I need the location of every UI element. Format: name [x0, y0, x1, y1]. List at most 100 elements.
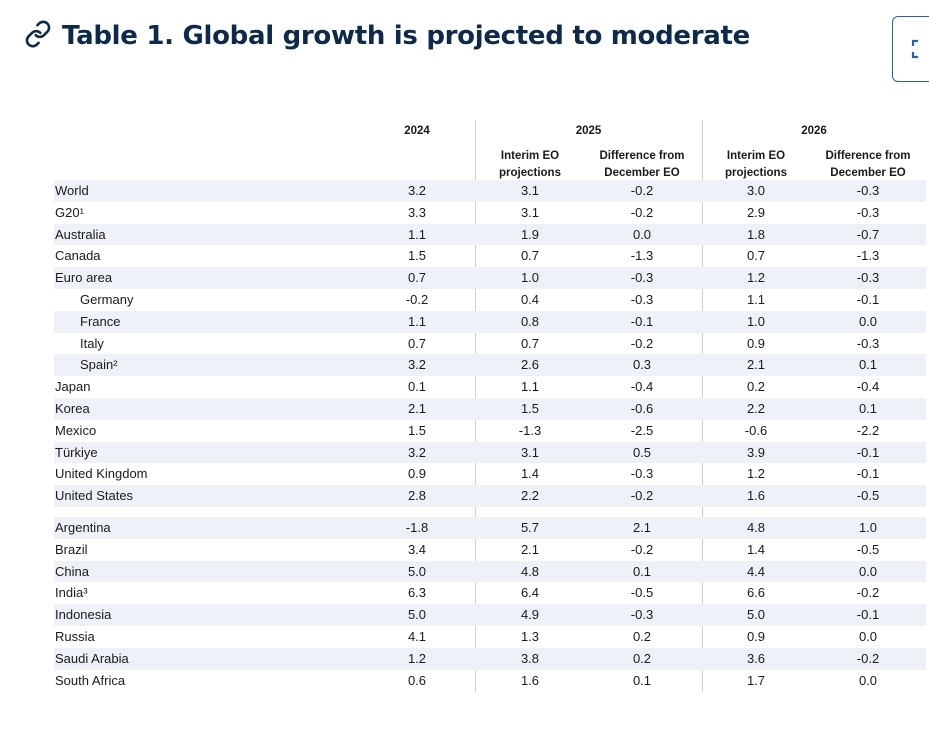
row-name: Russia: [55, 628, 95, 644]
value-2024: 2.8: [407, 488, 427, 504]
value-2026-projection: 0.9: [746, 628, 766, 644]
value-2026-projection: 1.2: [746, 466, 766, 482]
table-row: G20¹ 3.3 3.1 -0.2 2.9 -0.3: [54, 202, 926, 224]
value-2025-projection: 3.1: [520, 444, 540, 460]
value-2026-projection: 2.1: [746, 357, 766, 373]
value-2025-difference: 0.0: [632, 226, 652, 242]
value-2024: 5.0: [407, 607, 427, 623]
value-2024: 6.3: [407, 585, 427, 601]
row-name: China: [55, 563, 89, 579]
value-2025-projection: 2.1: [520, 541, 540, 557]
row-name: France: [80, 313, 121, 329]
value-2024: 1.5: [407, 248, 427, 264]
value-2025-difference: -0.2: [630, 183, 654, 198]
value-2026-projection: 1.4: [746, 541, 766, 557]
value-2025-projection: 1.9: [520, 226, 540, 242]
value-2025-difference: -0.2: [630, 541, 654, 557]
table-row: World 3.2 3.1 -0.2 3.0 -0.3: [54, 180, 926, 202]
value-2026-projection: 1.2: [746, 270, 766, 286]
row-name: Saudi Arabia: [55, 650, 129, 666]
value-2026-difference: -0.5: [856, 541, 880, 557]
header-2025: 2025: [575, 125, 602, 137]
value-2026-difference: 0.0: [858, 672, 878, 688]
value-2025-projection: 3.8: [520, 650, 540, 666]
table-row: Indonesia 5.0 4.9 -0.3 5.0 -0.1: [54, 604, 926, 626]
value-2026-projection: 3.0: [746, 183, 766, 198]
row-name: Türkiye: [55, 444, 98, 460]
value-2026-difference: -0.1: [856, 444, 880, 460]
value-2024: 5.0: [407, 563, 427, 579]
row-name: Indonesia: [55, 607, 112, 623]
value-2024: 0.1: [407, 379, 427, 395]
value-2026-projection: 3.9: [746, 444, 766, 460]
value-2024: 3.3: [407, 204, 427, 220]
value-2026-difference: 0.1: [858, 357, 878, 373]
value-2024: 3.2: [407, 183, 427, 198]
table-row: Italy 0.7 0.7 -0.2 0.9 -0.3: [54, 333, 926, 355]
value-2024: 0.6: [407, 672, 427, 688]
header-2025-diff: Difference from December EO: [599, 150, 685, 179]
value-2026-difference: -2.2: [856, 422, 880, 438]
row-name: South Africa: [55, 672, 126, 688]
value-2026-difference: 0.0: [858, 313, 878, 329]
value-2024: 4.1: [407, 628, 427, 644]
value-2025-difference: -0.5: [630, 585, 654, 601]
row-name: Mexico: [55, 422, 97, 438]
value-2025-projection: 0.4: [520, 291, 540, 307]
value-2024: 1.1: [407, 226, 427, 242]
table-row: Saudi Arabia 1.2 3.8 0.2 3.6 -0.2: [54, 647, 926, 670]
value-2024: 1.1: [407, 313, 427, 329]
value-2025-projection: 1.0: [520, 270, 540, 286]
table-row: India³ 6.3 6.4 -0.5 6.6 -0.2: [54, 582, 926, 604]
title-row: Table 1. Global growth is projected to m…: [24, 16, 750, 56]
table-row: Brazil 3.4 2.1 -0.2 1.4 -0.5: [54, 539, 926, 561]
expand-button[interactable]: [892, 16, 929, 82]
value-2026-difference: -0.1: [856, 466, 880, 482]
link-icon[interactable]: [24, 20, 62, 53]
value-2024: 3.2: [407, 357, 427, 373]
value-2024: 0.9: [407, 466, 427, 482]
value-2026-projection: 4.8: [746, 519, 766, 535]
table-row: Japan 0.1 1.1 -0.4 0.2 -0.4: [54, 376, 926, 398]
value-2024: 0.7: [407, 335, 427, 351]
header-2026: 2026: [801, 125, 827, 137]
value-2026-difference: 0.0: [858, 563, 878, 579]
value-2026-projection: 0.2: [746, 379, 766, 395]
table-row: United Kingdom 0.9 1.4 -0.3 1.2 -0.1: [54, 463, 926, 485]
value-2025-difference: -0.3: [630, 607, 654, 623]
value-2026-difference: -0.3: [856, 335, 880, 351]
row-name: Australia: [55, 226, 106, 242]
table-row: Türkiye 3.2 3.1 0.5 3.9 -0.1: [54, 441, 926, 464]
value-2026-difference: 1.0: [858, 519, 878, 535]
row-name: United States: [55, 488, 134, 504]
value-2026-difference: -0.4: [856, 379, 880, 395]
value-2026-difference: -0.2: [856, 585, 880, 601]
value-2025-difference: -0.2: [630, 488, 654, 504]
growth-table: 2024 2025 2026 Interim EO projections Dif…: [54, 120, 926, 692]
value-2025-projection: 0.7: [520, 335, 540, 351]
value-2026-difference: -0.3: [856, 183, 880, 198]
value-2025-projection: 3.1: [520, 183, 540, 198]
row-name: World: [55, 183, 89, 198]
value-2024: 2.1: [407, 400, 427, 416]
value-2026-projection: 1.8: [746, 226, 766, 242]
row-name: Argentina: [55, 519, 111, 535]
value-2024: 1.2: [407, 650, 427, 666]
table-body-group2: Argentina -1.8 5.7 2.1 4.8 1.0 Brazil 3.4 2.1 -0.…: [54, 516, 926, 691]
row-name: Euro area: [55, 270, 113, 286]
value-2026-projection: 2.2: [746, 400, 766, 416]
value-2026-projection: 6.6: [746, 585, 766, 601]
row-name: Canada: [55, 248, 101, 264]
value-2025-difference: 0.5: [632, 444, 652, 460]
value-2026-difference: -1.3: [856, 248, 880, 264]
value-2024: 3.4: [407, 541, 427, 557]
table-row: Australia 1.1 1.9 0.0 1.8 -0.7: [54, 223, 926, 246]
header-2025-interim: Interim EO projections: [499, 150, 561, 179]
table-row: Euro area 0.7 1.0 -0.3 1.2 -0.3: [54, 267, 926, 289]
row-name: Korea: [55, 400, 90, 416]
value-2025-projection: 2.2: [520, 488, 540, 504]
row-name: Brazil: [55, 541, 88, 557]
value-2025-difference: -0.6: [630, 400, 654, 416]
table-row: Korea 2.1 1.5 -0.6 2.2 0.1: [54, 397, 926, 420]
table-row: Spain² 3.2 2.6 0.3 2.1 0.1: [54, 354, 926, 377]
